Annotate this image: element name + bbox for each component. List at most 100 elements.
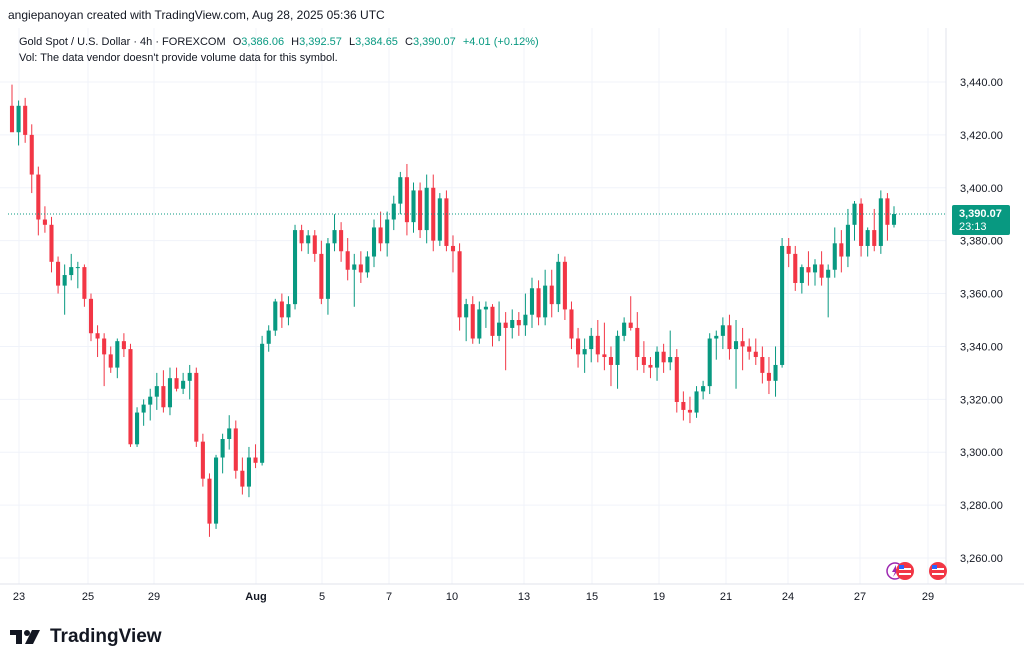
candle-up (260, 343, 265, 463)
candle-down (681, 401, 686, 410)
symbol-legend: Gold Spot / U.S. Dollar · 4h · FOREXCOM … (19, 34, 539, 66)
candle-down (661, 351, 666, 363)
candle-up (891, 214, 897, 225)
y-tick-label: 3,260.00 (960, 553, 1003, 565)
x-tick-label: 19 (653, 591, 665, 603)
candle-up (812, 264, 818, 273)
candle-up (365, 256, 370, 273)
candle-down (516, 320, 521, 326)
candle-up (332, 230, 337, 244)
candle-down (628, 322, 633, 328)
candle-down (82, 267, 87, 299)
candle-down (727, 325, 732, 350)
candle-up (424, 187, 429, 231)
candle-up (780, 245, 785, 365)
candle-up (391, 203, 396, 220)
candle-up (701, 386, 706, 392)
candle-up (181, 380, 186, 389)
x-tick-label: 13 (518, 591, 530, 603)
candle-down (641, 357, 646, 365)
candle-down (760, 357, 765, 373)
open-value: 3,386.06 (241, 36, 285, 48)
candle-up (16, 105, 21, 133)
y-tick-label: 3,300.00 (960, 447, 1003, 459)
candle-down (740, 341, 745, 347)
candle-down (457, 251, 462, 318)
candle-down (108, 354, 113, 368)
candle-up (398, 177, 403, 204)
candle-up (773, 364, 778, 381)
chart-area[interactable]: 3,260.00 3,280.00 3,300.00 3,320.00 3,340.00… (0, 28, 1024, 608)
low-value: 3,384.65 (355, 36, 398, 48)
candle-down (88, 298, 94, 334)
candle-down (29, 134, 34, 175)
candle-up (529, 288, 535, 315)
x-tick-label: 24 (782, 591, 794, 603)
candle-down (240, 470, 245, 487)
candle-up (694, 391, 699, 413)
candle-up (411, 190, 416, 223)
symbol-title[interactable]: Gold Spot / U.S. Dollar · 4h · FOREXCOM (19, 36, 226, 48)
us-flag-stripe-icon (932, 573, 944, 575)
x-tick-label: 10 (446, 591, 458, 603)
candle-down (102, 338, 107, 355)
candle-down (23, 105, 28, 135)
x-tick-label: Aug (245, 591, 266, 603)
candle-down (839, 243, 844, 257)
candle-down (9, 105, 15, 133)
candle-up (497, 322, 502, 336)
y-tick-label: 3,340.00 (960, 341, 1003, 353)
candle-down (549, 285, 554, 305)
candle-up (622, 322, 627, 336)
time-axis[interactable]: 23 25 29 Aug 5 7 10 13 15 19 21 24 27 29 (13, 591, 934, 603)
us-flag-event-icon-2[interactable] (929, 562, 947, 580)
candle-down (404, 177, 409, 223)
x-tick-label: 21 (720, 591, 732, 603)
candle-up (246, 457, 251, 487)
candle-down (806, 267, 811, 273)
candle-up (865, 230, 870, 246)
author-line: angiepanoyan created with TradingView.co… (8, 8, 385, 22)
us-flag-stripe-icon (932, 568, 944, 570)
candle-down (233, 428, 238, 471)
event-icons[interactable] (886, 562, 947, 580)
candle-up (878, 198, 883, 246)
candle-down (635, 327, 640, 358)
candle-down (418, 190, 423, 231)
price-axis[interactable]: 3,260.00 3,280.00 3,300.00 3,320.00 3,340.00… (960, 77, 1003, 565)
candle-up (220, 439, 225, 458)
lightning-glyph-icon (892, 565, 899, 577)
us-flag-canton-icon (932, 565, 937, 569)
candle-up (141, 404, 146, 413)
candle-up (214, 457, 219, 524)
candle-down (490, 306, 495, 336)
candle-up (437, 198, 442, 241)
candle-up (483, 306, 488, 310)
candle-down (753, 351, 758, 358)
candle-down (95, 333, 100, 339)
x-tick-label: 27 (854, 591, 866, 603)
y-tick-label: 3,400.00 (960, 183, 1003, 195)
open-label: O (232, 36, 242, 48)
candle-down (885, 198, 890, 225)
candle-down (339, 230, 344, 252)
candle-up (543, 285, 548, 318)
candle-down (299, 230, 304, 244)
candle-up (582, 349, 587, 355)
y-tick-label: 3,280.00 (960, 500, 1003, 512)
us-flag-event-icon[interactable] (896, 562, 914, 580)
tradingview-logo[interactable]: TradingView (10, 626, 162, 648)
candle-down (674, 357, 679, 402)
change-value: +4.01 (+0.12%) (462, 36, 539, 48)
candle-up (510, 320, 515, 328)
y-tick-label: 3,380.00 (960, 236, 1003, 248)
candle-down (279, 301, 284, 318)
candle-up (135, 412, 140, 445)
candle-up (720, 325, 725, 336)
x-tick-label: 5 (319, 591, 325, 603)
candle-down (161, 386, 166, 408)
candle-up (154, 386, 159, 397)
candle-down (444, 198, 449, 246)
high-label: H (291, 36, 300, 48)
candle-up (523, 314, 528, 326)
